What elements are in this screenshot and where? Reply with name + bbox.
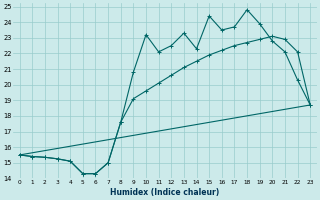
X-axis label: Humidex (Indice chaleur): Humidex (Indice chaleur) <box>110 188 220 197</box>
